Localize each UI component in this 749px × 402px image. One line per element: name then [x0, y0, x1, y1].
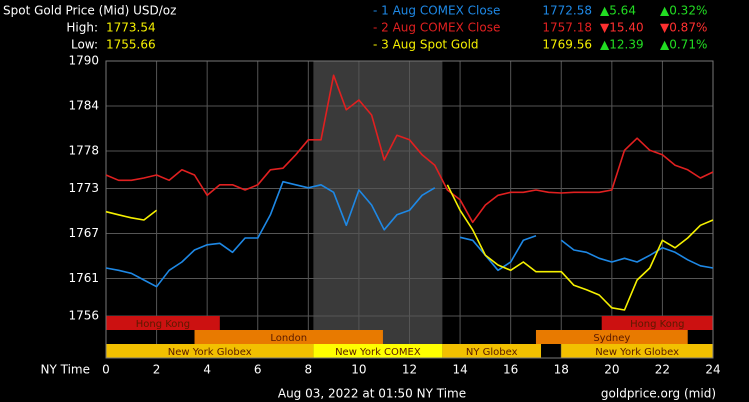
- y-tick-label: 1784: [68, 99, 99, 113]
- legend-last: 1757.18: [542, 21, 592, 35]
- x-tick-label: 6: [254, 363, 262, 377]
- session-label: NY Globex: [466, 347, 518, 358]
- session-bar: [194, 330, 383, 344]
- series-line: [105, 74, 714, 224]
- session-label: Hong Kong: [136, 319, 190, 330]
- y-tick-label: 1773: [68, 181, 99, 195]
- y-tick-label: 1761: [68, 271, 99, 285]
- high-value: 1773.54: [106, 21, 156, 35]
- x-tick-label: 12: [402, 363, 417, 377]
- plot-frame: [105, 60, 714, 359]
- series-line: [105, 180, 714, 288]
- legend-entry: - 2 Aug COMEX Close: [373, 21, 500, 35]
- session-bar: [535, 330, 688, 344]
- session-label: New York COMEX: [335, 347, 421, 358]
- session-label: London: [270, 333, 307, 344]
- x-tick-label: 18: [554, 363, 569, 377]
- source: goldprice.org (mid): [601, 387, 716, 401]
- session-label: Sydney: [593, 333, 630, 344]
- y-tick-label: 1778: [68, 144, 99, 158]
- x-tick-label: 14: [452, 363, 467, 377]
- x-tick-label: 0: [102, 363, 110, 377]
- x-tick-label: 10: [351, 363, 366, 377]
- x-tick-label: 22: [655, 363, 670, 377]
- legend-entry: - 3 Aug Spot Gold: [373, 38, 479, 52]
- chart-title: Spot Gold Price (Mid) USD/oz: [3, 4, 176, 18]
- session-bar: [561, 344, 713, 358]
- legend-change: ▼15.40: [600, 21, 644, 35]
- y-tick-label: 1756: [68, 309, 99, 323]
- session-label: Hong Kong: [630, 319, 684, 330]
- x-tick-label: 20: [604, 363, 619, 377]
- legend-change-pct: ▲0.71%: [660, 38, 707, 52]
- highlight-band: [313, 61, 443, 358]
- x-tick-label: 24: [705, 363, 720, 377]
- x-tick-label: 2: [153, 363, 161, 377]
- session-bar: [601, 316, 713, 330]
- legend-change-pct: ▼0.87%: [660, 21, 707, 35]
- session-bar: [106, 344, 314, 358]
- y-tick-label: 1767: [68, 226, 99, 240]
- timestamp: Aug 03, 2022 at 01:50 NY Time: [278, 387, 466, 401]
- session-label: New York Globex: [168, 347, 252, 358]
- legend-last: 1772.58: [542, 4, 592, 18]
- x-tick-label: 8: [305, 363, 313, 377]
- session-bar: [106, 316, 220, 330]
- legend-change-pct: ▲0.32%: [660, 4, 707, 18]
- x-tick-label: 4: [203, 363, 211, 377]
- low-value: 1755.66: [106, 38, 156, 52]
- x-tick-label: 16: [503, 363, 518, 377]
- series-line: [105, 184, 714, 311]
- session-bar: [313, 344, 443, 358]
- legend-last: 1769.56: [542, 38, 592, 52]
- session-label: New York Globex: [595, 347, 679, 358]
- legend-change: ▲5.64: [600, 4, 636, 18]
- legend-change: ▲12.39: [600, 38, 644, 52]
- low-label: Low:: [71, 38, 98, 52]
- y-tick-label: 1790: [68, 54, 99, 68]
- high-label: High:: [66, 21, 98, 35]
- session-bar: [442, 344, 542, 358]
- x-axis-label: NY Time: [41, 363, 91, 377]
- legend-entry: - 1 Aug COMEX Close: [373, 4, 500, 18]
